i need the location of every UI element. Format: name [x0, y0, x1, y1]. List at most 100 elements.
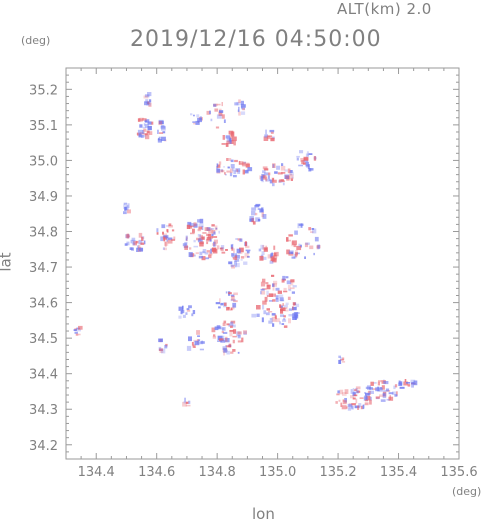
- data-point: [410, 379, 416, 383]
- data-point: [292, 306, 297, 311]
- data-point: [193, 114, 195, 117]
- data-point: [228, 261, 233, 265]
- data-point: [293, 244, 297, 248]
- data-point: [314, 236, 319, 242]
- data-point: [340, 402, 343, 407]
- data-point: [289, 174, 294, 180]
- data-point: [144, 120, 148, 123]
- data-point: [234, 265, 237, 268]
- data-point: [230, 264, 234, 267]
- data-point: [285, 276, 289, 279]
- data-point: [256, 313, 260, 317]
- data-point: [226, 345, 232, 348]
- data-point: [382, 393, 387, 399]
- data-point: [337, 390, 340, 394]
- data-point: [150, 121, 154, 125]
- data-point: [208, 252, 213, 256]
- data-point: [237, 334, 241, 339]
- data-point: [267, 254, 272, 259]
- data-point: [221, 143, 226, 145]
- data-point: [295, 250, 298, 254]
- data-point: [73, 329, 77, 331]
- data-point: [233, 140, 236, 146]
- data-point: [232, 339, 235, 344]
- data-point: [382, 391, 387, 397]
- data-point: [234, 260, 237, 266]
- data-point: [181, 309, 185, 314]
- data-point: [124, 206, 127, 211]
- data-point: [138, 245, 141, 250]
- data-point: [392, 391, 397, 395]
- data-point: [298, 164, 303, 167]
- data-point: [217, 340, 222, 342]
- data-point: [226, 306, 230, 311]
- data-point: [182, 401, 187, 407]
- data-point: [256, 305, 261, 310]
- data-point: [230, 168, 233, 173]
- data-point: [202, 249, 207, 253]
- data-point: [249, 216, 254, 221]
- data-point: [199, 234, 203, 239]
- data-point: [232, 167, 235, 172]
- y-tick-label: 34.8: [29, 226, 58, 241]
- data-point: [266, 295, 269, 297]
- data-point: [262, 166, 268, 170]
- data-point: [293, 302, 296, 306]
- data-point: [231, 324, 236, 328]
- data-point: [263, 175, 267, 180]
- data-point: [355, 386, 361, 390]
- data-point: [264, 296, 268, 302]
- data-point: [243, 261, 248, 265]
- data-point: [411, 382, 415, 385]
- data-point: [182, 243, 187, 247]
- data-point: [281, 278, 285, 283]
- data-point: [296, 155, 300, 158]
- data-point: [272, 179, 277, 183]
- data-point: [163, 236, 166, 242]
- data-point: [222, 326, 226, 331]
- data-point: [342, 400, 347, 405]
- data-point: [219, 110, 224, 113]
- data-point: [220, 245, 225, 250]
- data-point: [214, 326, 219, 331]
- data-point: [78, 325, 83, 330]
- data-point: [272, 299, 276, 302]
- data-point: [290, 287, 295, 290]
- data-point: [357, 405, 360, 410]
- data-point: [126, 241, 130, 246]
- data-point: [196, 114, 200, 118]
- data-point: [162, 247, 165, 250]
- data-point: [240, 259, 243, 261]
- data-point: [75, 333, 79, 336]
- data-point: [405, 382, 411, 384]
- data-point: [239, 247, 244, 253]
- data-point: [190, 113, 193, 116]
- data-point: [237, 170, 241, 174]
- data-point: [186, 309, 191, 312]
- data-point: [147, 101, 150, 105]
- data-point: [304, 242, 309, 248]
- data-point: [182, 314, 186, 318]
- data-point: [344, 389, 349, 394]
- data-point: [242, 161, 247, 167]
- data-point: [184, 245, 188, 250]
- data-point: [147, 92, 152, 97]
- y-tick-label: 34.5: [29, 332, 58, 347]
- data-point: [161, 224, 166, 229]
- data-point: [206, 250, 211, 253]
- data-point: [230, 164, 235, 169]
- data-point: [245, 249, 251, 252]
- data-point: [221, 102, 223, 107]
- data-point: [145, 134, 150, 140]
- data-point: [283, 287, 287, 291]
- data-point: [193, 254, 196, 257]
- x-tick-label: 135.0: [259, 465, 296, 480]
- data-point: [222, 346, 227, 350]
- data-point: [204, 252, 209, 255]
- data-point: [164, 344, 168, 349]
- data-point: [284, 169, 288, 172]
- data-point: [210, 118, 213, 122]
- data-point: [188, 305, 192, 309]
- data-point: [229, 330, 234, 332]
- data-point: [211, 327, 216, 333]
